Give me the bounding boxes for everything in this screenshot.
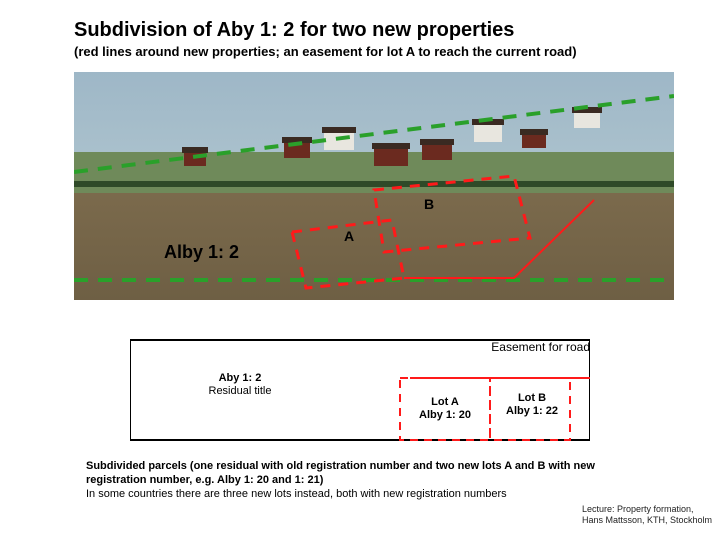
schematic-lot-a-line1: Lot A: [405, 396, 485, 409]
aerial-labels: Alby 1: 2 A B: [74, 72, 674, 300]
schematic-diagram: Aby 1: 2 Residual title Lot A Alby 1: 20…: [130, 330, 590, 445]
schematic-lot-b-line2: Alby 1: 22: [492, 405, 572, 418]
aerial-lot-b-label: B: [424, 196, 434, 212]
schematic-lot-a-line2: Alby 1: 20: [405, 409, 485, 422]
aerial-lot-a-label: A: [344, 228, 354, 244]
bottom-plain-text: In some countries there are three new lo…: [86, 488, 507, 500]
schematic-lot-b-label: Lot B Alby 1: 22: [492, 392, 572, 417]
schematic-residual-line1: Aby 1: 2: [190, 372, 290, 385]
bottom-bold-text: Subdivided parcels (one residual with ol…: [86, 460, 595, 486]
schematic-residual-line2: Residual title: [190, 385, 290, 398]
title-block: Subdivision of Aby 1: 2 for two new prop…: [74, 18, 680, 59]
page-title: Subdivision of Aby 1: 2 for two new prop…: [74, 18, 680, 42]
aerial-illustration: Alby 1: 2 A B: [74, 72, 674, 300]
page-subtitle: (red lines around new properties; an eas…: [74, 44, 680, 59]
schematic-lot-a-label: Lot A Alby 1: 20: [405, 396, 485, 421]
aerial-parent-label: Alby 1: 2: [164, 242, 239, 263]
credit-footer: Lecture: Property formation, Hans Mattss…: [582, 504, 712, 526]
credit-line2: Hans Mattsson, KTH, Stockholm: [582, 515, 712, 526]
schematic-residual-label: Aby 1: 2 Residual title: [190, 372, 290, 397]
schematic-lot-b-line1: Lot B: [492, 392, 572, 405]
bottom-paragraph: Subdivided parcels (one residual with ol…: [86, 460, 606, 501]
credit-line1: Lecture: Property formation,: [582, 504, 712, 515]
